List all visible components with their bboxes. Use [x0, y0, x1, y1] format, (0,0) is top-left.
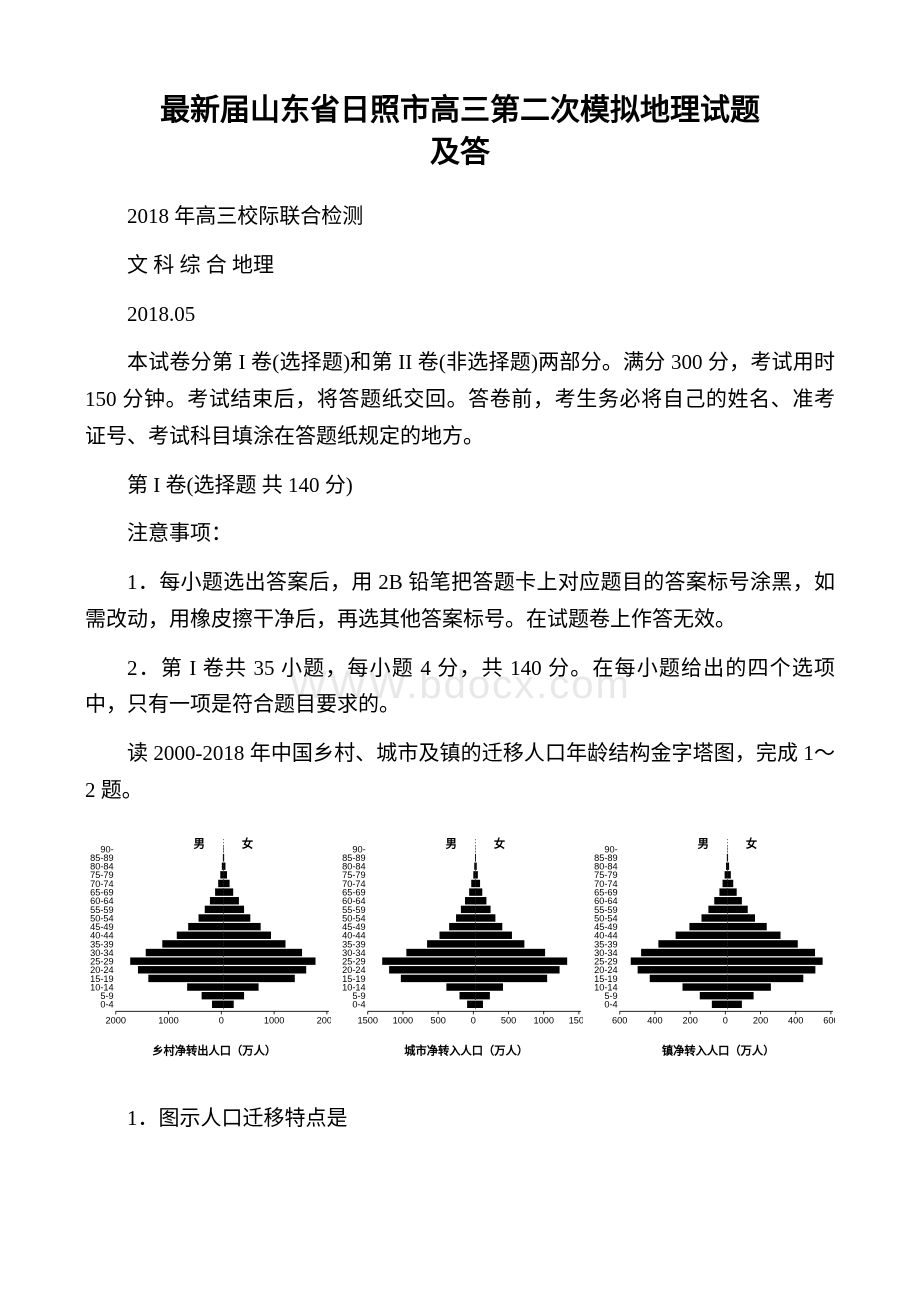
svg-text:0-4: 0-4 — [604, 999, 617, 1009]
question-intro: 读 2000-2018 年中国乡村、城市及镇的迁移人口年龄结构金字塔图，完成 1… — [85, 735, 835, 809]
svg-text:镇净转入人口（万人）: 镇净转入人口（万人） — [662, 1043, 775, 1057]
svg-text:0-4: 0-4 — [352, 999, 365, 1009]
svg-text:乡村净转出人口（万人）: 乡村净转出人口（万人） — [152, 1043, 276, 1057]
svg-text:女: 女 — [242, 836, 253, 850]
svg-text:0: 0 — [471, 1015, 476, 1025]
svg-text:1000: 1000 — [158, 1015, 179, 1025]
document-body: 最新届山东省日照市高三第二次模拟地理试题 及答 2018 年高三校际联合检测 文… — [85, 90, 835, 1137]
exam-subject: 文 科 综 合 地理 — [85, 247, 835, 284]
svg-text:1500: 1500 — [569, 1015, 583, 1025]
svg-text:1000: 1000 — [264, 1015, 285, 1025]
svg-text:城市净转入人口（万人）: 城市净转入人口（万人） — [404, 1043, 528, 1057]
note-1: 1．每小题选出答案后，用 2B 铅笔把答题卡上对应题目的答案标号涂黑，如需改动，… — [85, 564, 835, 638]
title-line-1: 最新届山东省日照市高三第二次模拟地理试题 — [85, 90, 835, 132]
svg-text:0: 0 — [219, 1015, 224, 1025]
exam-date: 2018.05 — [85, 296, 835, 333]
page-title: 最新届山东省日照市高三第二次模拟地理试题 及答 — [85, 90, 835, 174]
question-1: 1．图示人口迁移特点是 — [85, 1100, 835, 1137]
pyramid-city: 男女90-85-8980-8475-7970-7465-6960-6455-59… — [337, 835, 583, 1061]
exam-header: 2018 年高三校际联合检测 — [85, 198, 835, 235]
svg-text:200: 200 — [753, 1015, 768, 1025]
notes-header: 注意事项： — [85, 515, 835, 552]
svg-text:男: 男 — [194, 837, 205, 850]
svg-text:1500: 1500 — [357, 1015, 378, 1025]
pyramid-rural: 男女90-85-8980-8475-7970-7465-6960-6455-59… — [85, 835, 331, 1061]
title-line-2: 及答 — [85, 132, 835, 174]
note-2: 2．第 I 卷共 35 小题，每小题 4 分，共 140 分。在每小题给出的四个… — [85, 650, 835, 724]
svg-text:2000: 2000 — [105, 1015, 126, 1025]
pyramid-town: 男女90-85-8980-8475-7970-7465-6960-6455-59… — [589, 835, 835, 1061]
svg-text:1000: 1000 — [393, 1015, 414, 1025]
svg-text:500: 500 — [430, 1015, 445, 1025]
svg-text:0-4: 0-4 — [100, 999, 113, 1009]
pyramid-charts-row: 男女90-85-8980-8475-7970-7465-6960-6455-59… — [85, 835, 835, 1061]
svg-text:2000: 2000 — [317, 1015, 331, 1025]
svg-text:1000: 1000 — [533, 1015, 554, 1025]
svg-text:500: 500 — [501, 1015, 516, 1025]
svg-text:女: 女 — [746, 836, 757, 850]
svg-text:男: 男 — [446, 837, 457, 850]
svg-text:200: 200 — [682, 1015, 697, 1025]
exam-description: 本试卷分第 I 卷(选择题)和第 II 卷(非选择题)两部分。满分 300 分，… — [85, 344, 835, 454]
svg-text:400: 400 — [647, 1015, 662, 1025]
svg-text:400: 400 — [788, 1015, 803, 1025]
svg-text:女: 女 — [494, 836, 505, 850]
svg-text:600: 600 — [823, 1015, 835, 1025]
section-1-header: 第 I 卷(选择题 共 140 分) — [85, 467, 835, 504]
svg-text:600: 600 — [612, 1015, 627, 1025]
svg-text:0: 0 — [723, 1015, 728, 1025]
svg-text:男: 男 — [698, 837, 709, 850]
